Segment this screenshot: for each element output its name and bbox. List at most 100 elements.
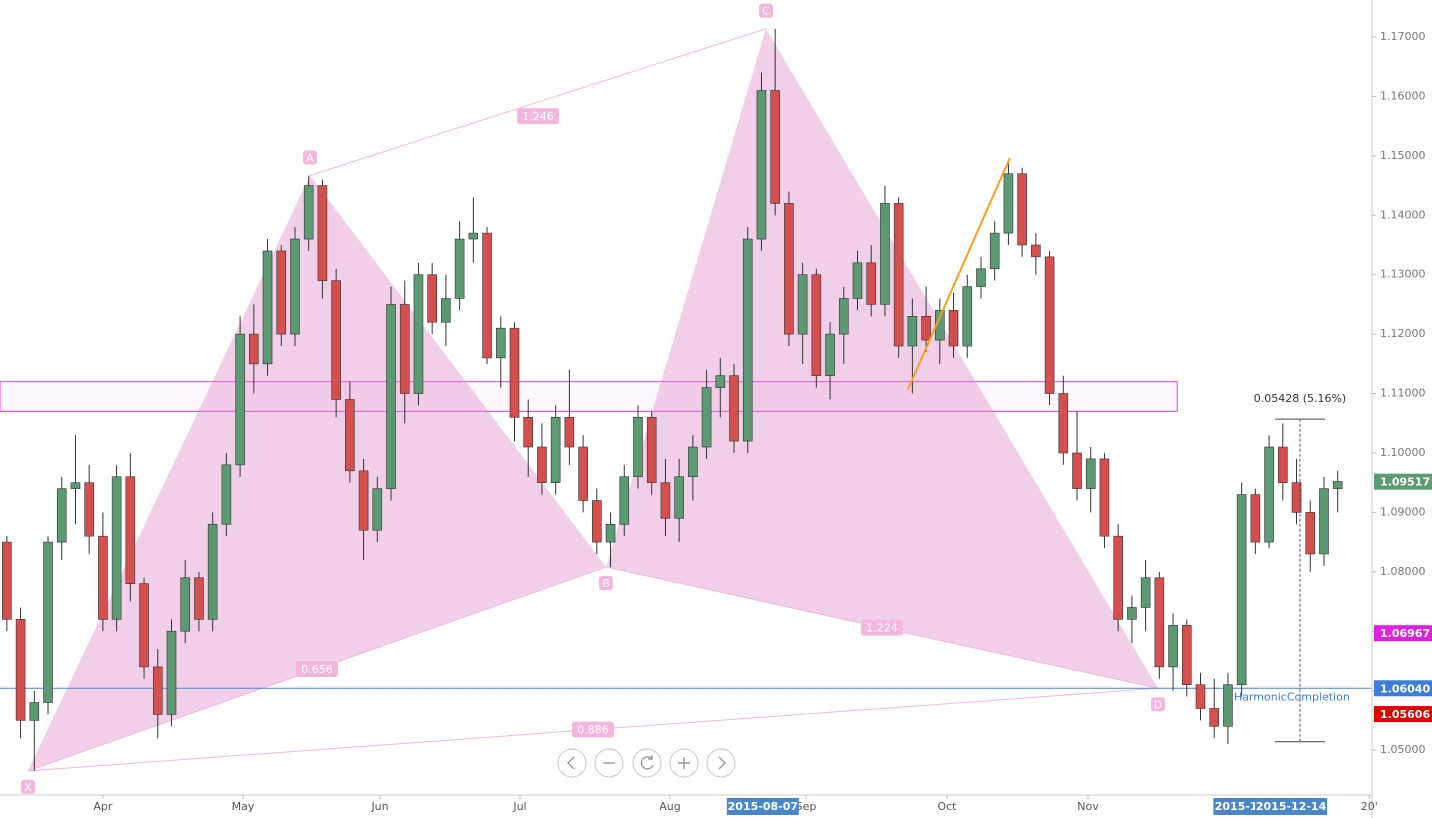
price-label-box bbox=[1374, 473, 1432, 490]
candle-body bbox=[1278, 446, 1288, 483]
candle-body bbox=[1236, 494, 1247, 686]
completion-label: HarmonicCompletion bbox=[1234, 690, 1350, 703]
candle-body bbox=[838, 298, 849, 335]
candle-body bbox=[56, 488, 67, 543]
candle-body bbox=[811, 274, 822, 377]
candle-body bbox=[413, 274, 424, 394]
candle-body bbox=[290, 238, 300, 335]
candle-body bbox=[592, 500, 602, 543]
y-tick-label: 1.10000 bbox=[1380, 446, 1426, 459]
candle-body bbox=[715, 375, 726, 388]
candle-body bbox=[989, 232, 1000, 270]
candle-body bbox=[139, 583, 149, 668]
candle-body bbox=[1031, 244, 1041, 258]
candle-body bbox=[797, 274, 808, 335]
candle-body bbox=[1099, 458, 1110, 537]
candle-body bbox=[564, 417, 575, 448]
plot-area: X A B C D 1.246 0.656 1.224 0.886 0.05428 (5.16%)… bbox=[0, 3, 1372, 794]
point-label-box bbox=[20, 779, 35, 794]
candle-body bbox=[509, 327, 520, 418]
date-marker-box bbox=[1255, 798, 1328, 815]
x-tick-label: Aug bbox=[659, 800, 680, 813]
scroll-right-button[interactable] bbox=[706, 748, 736, 778]
candle-body bbox=[578, 446, 588, 501]
candle-body bbox=[907, 316, 918, 347]
price-label-box bbox=[1374, 706, 1432, 723]
candle-body bbox=[1305, 512, 1316, 555]
price-label: 1.05606 bbox=[1380, 708, 1430, 721]
candle-body bbox=[482, 232, 492, 359]
scroll-left-button[interactable] bbox=[557, 748, 587, 778]
price-label: 1.06040 bbox=[1380, 682, 1430, 695]
zoom-in-button[interactable] bbox=[669, 748, 699, 778]
pattern-leg bbox=[27, 175, 607, 771]
candle-body bbox=[633, 417, 643, 478]
point-label: B bbox=[602, 577, 610, 590]
candle-body bbox=[921, 316, 931, 341]
point-label: X bbox=[24, 781, 32, 794]
ratio-label: 1.246 bbox=[522, 110, 554, 123]
pattern-line bbox=[309, 28, 767, 176]
date-marker: 2015-08-07 bbox=[728, 800, 798, 813]
candle-body bbox=[688, 446, 698, 478]
y-tick-label: 1.12000 bbox=[1380, 327, 1426, 340]
date-marker: 2015-1 bbox=[1215, 800, 1258, 813]
candle-body bbox=[852, 262, 863, 299]
date-marker-box bbox=[1213, 798, 1259, 815]
candle-body bbox=[152, 666, 163, 715]
candle-body bbox=[84, 482, 94, 537]
candle-body bbox=[15, 619, 26, 721]
candle-body bbox=[399, 304, 410, 394]
point-label: A bbox=[306, 151, 314, 164]
candle-body bbox=[1072, 452, 1082, 489]
candle-body bbox=[825, 333, 835, 377]
candle-body bbox=[317, 185, 328, 281]
date-marker: 2015-12-14 bbox=[1256, 800, 1327, 813]
x-tick-label: Nov bbox=[1077, 800, 1099, 813]
y-tick-label: 1.14000 bbox=[1380, 208, 1426, 221]
candle-body bbox=[1154, 577, 1165, 668]
ratio-label-box bbox=[517, 108, 560, 125]
ratio-label-box bbox=[571, 721, 614, 738]
price-label-box bbox=[1374, 625, 1432, 642]
zoom-out-button[interactable] bbox=[594, 748, 624, 778]
x-tick-label: Jul bbox=[512, 800, 526, 813]
candle-body bbox=[619, 476, 630, 525]
candle-body bbox=[43, 541, 53, 703]
reset-button[interactable] bbox=[632, 748, 662, 778]
y-tick-label: 1.11000 bbox=[1380, 387, 1426, 400]
candle-body bbox=[207, 523, 218, 620]
candle-body bbox=[345, 399, 355, 472]
candle-body bbox=[537, 446, 547, 483]
candle-body bbox=[674, 476, 684, 519]
date-marker-box bbox=[726, 798, 799, 815]
candle-body bbox=[98, 535, 108, 620]
candle-body bbox=[249, 333, 259, 365]
price-label-box bbox=[1374, 680, 1432, 697]
ratio-label-box bbox=[296, 660, 339, 677]
x-tick-label: May bbox=[232, 800, 255, 813]
point-label-box bbox=[758, 3, 773, 18]
trendline bbox=[907, 157, 1011, 390]
candle-body bbox=[1291, 482, 1302, 513]
candle-body bbox=[194, 577, 204, 620]
x-tick-label: 20' bbox=[1361, 800, 1378, 813]
candle-body bbox=[1058, 393, 1069, 454]
candle-body bbox=[358, 470, 369, 531]
candle-body bbox=[1127, 607, 1137, 620]
price-label: 1.06967 bbox=[1380, 627, 1430, 640]
candle-body bbox=[770, 90, 780, 204]
candle-body bbox=[976, 268, 986, 287]
y-tick-label: 1.09000 bbox=[1380, 505, 1426, 518]
point-label-box bbox=[303, 150, 318, 165]
candle-body bbox=[893, 203, 904, 347]
y-tick-label: 1.15000 bbox=[1380, 149, 1426, 162]
candle-body bbox=[303, 185, 314, 240]
candle-body bbox=[1223, 684, 1233, 727]
candle-body bbox=[1264, 446, 1274, 543]
candle-body bbox=[468, 232, 479, 240]
candle-body bbox=[1319, 488, 1329, 555]
candle-body bbox=[221, 464, 232, 525]
candle-body bbox=[784, 203, 794, 335]
candle-body bbox=[605, 523, 616, 543]
